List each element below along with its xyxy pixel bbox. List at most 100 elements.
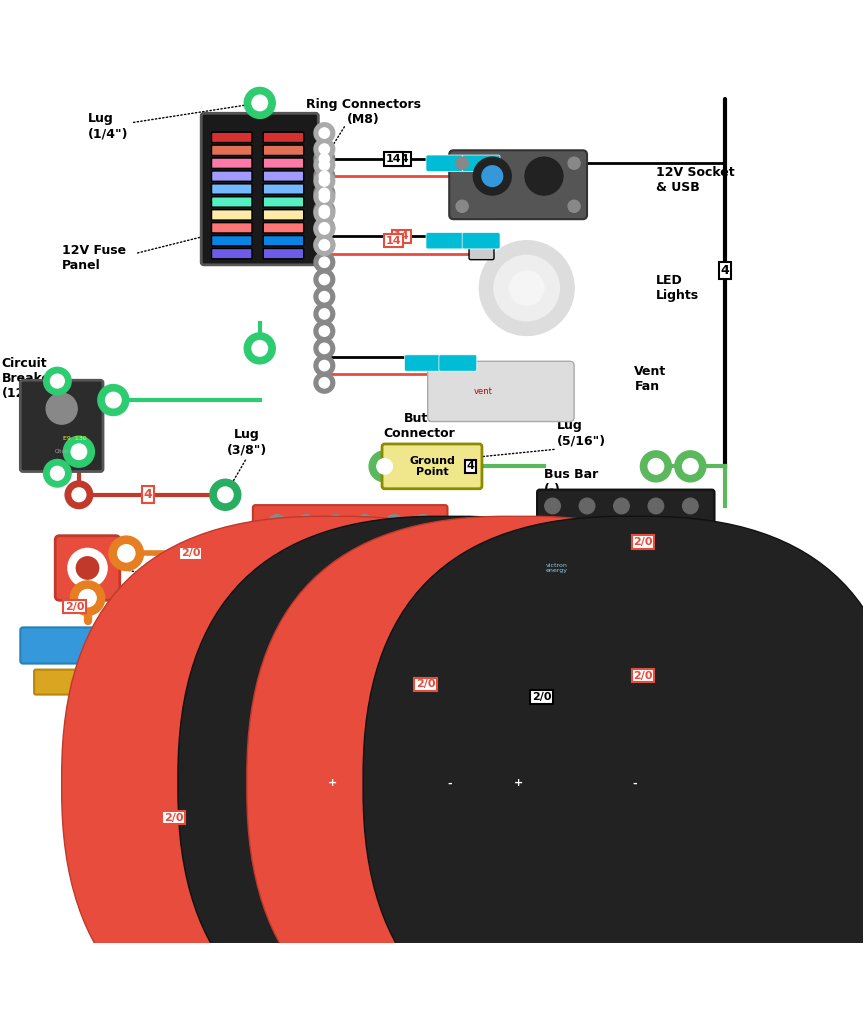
FancyBboxPatch shape bbox=[212, 132, 252, 142]
Circle shape bbox=[473, 157, 511, 195]
Text: LiFePO4: LiFePO4 bbox=[562, 843, 590, 849]
Circle shape bbox=[319, 144, 329, 155]
Text: +: + bbox=[513, 778, 523, 788]
FancyBboxPatch shape bbox=[21, 380, 103, 471]
Text: Lug
(5/16"): Lug (5/16") bbox=[191, 739, 240, 767]
FancyBboxPatch shape bbox=[264, 158, 303, 168]
Circle shape bbox=[564, 627, 584, 647]
FancyBboxPatch shape bbox=[308, 768, 473, 867]
FancyBboxPatch shape bbox=[212, 210, 252, 220]
Circle shape bbox=[319, 360, 329, 371]
Circle shape bbox=[415, 515, 432, 531]
Text: 14: 14 bbox=[385, 236, 401, 246]
Circle shape bbox=[568, 157, 580, 169]
FancyBboxPatch shape bbox=[264, 210, 303, 220]
Circle shape bbox=[525, 157, 563, 195]
Circle shape bbox=[683, 499, 698, 514]
Circle shape bbox=[46, 393, 77, 424]
Circle shape bbox=[319, 208, 329, 218]
Text: Circuit
Breaker
(120A): Circuit Breaker (120A) bbox=[2, 357, 56, 400]
FancyBboxPatch shape bbox=[363, 516, 864, 1024]
Text: +: + bbox=[328, 778, 338, 788]
Circle shape bbox=[319, 176, 329, 186]
Circle shape bbox=[319, 191, 329, 202]
Text: 12.8V 100Ah: 12.8V 100Ah bbox=[365, 826, 419, 836]
Text: Bus Bar
(+): Bus Bar (+) bbox=[376, 528, 430, 556]
Circle shape bbox=[314, 269, 334, 290]
Circle shape bbox=[269, 515, 286, 531]
FancyBboxPatch shape bbox=[212, 197, 252, 207]
Circle shape bbox=[319, 343, 329, 353]
Circle shape bbox=[314, 155, 334, 175]
Circle shape bbox=[314, 138, 334, 160]
Circle shape bbox=[79, 680, 96, 697]
FancyBboxPatch shape bbox=[469, 244, 494, 260]
Text: Leisure Batteries
(Lithium): Leisure Batteries (Lithium) bbox=[527, 896, 647, 924]
Circle shape bbox=[43, 460, 71, 487]
Circle shape bbox=[245, 87, 276, 119]
Circle shape bbox=[319, 160, 329, 170]
FancyBboxPatch shape bbox=[264, 171, 303, 181]
Text: Fuse
(300A): Fuse (300A) bbox=[191, 644, 238, 673]
Circle shape bbox=[314, 252, 334, 272]
Circle shape bbox=[568, 201, 580, 212]
Circle shape bbox=[456, 157, 468, 169]
FancyBboxPatch shape bbox=[494, 768, 658, 867]
FancyBboxPatch shape bbox=[264, 249, 303, 259]
Circle shape bbox=[252, 95, 268, 111]
Text: Ring Connectors
(M8): Ring Connectors (M8) bbox=[306, 97, 421, 126]
Circle shape bbox=[434, 759, 465, 791]
Text: 12V Fuse
Panel: 12V Fuse Panel bbox=[61, 244, 126, 272]
Circle shape bbox=[325, 767, 340, 782]
Circle shape bbox=[511, 767, 526, 782]
Circle shape bbox=[319, 222, 329, 233]
Circle shape bbox=[505, 547, 600, 641]
FancyBboxPatch shape bbox=[426, 155, 464, 171]
FancyBboxPatch shape bbox=[404, 355, 442, 371]
Circle shape bbox=[314, 287, 334, 307]
Text: Lug
(3/8"): Lug (3/8") bbox=[716, 748, 757, 776]
Text: 14: 14 bbox=[394, 231, 410, 242]
Circle shape bbox=[314, 219, 334, 240]
Circle shape bbox=[63, 436, 94, 467]
Circle shape bbox=[218, 487, 233, 503]
FancyBboxPatch shape bbox=[412, 835, 428, 861]
Circle shape bbox=[480, 241, 574, 336]
Text: 2/0: 2/0 bbox=[164, 813, 183, 822]
Circle shape bbox=[314, 166, 334, 186]
FancyBboxPatch shape bbox=[613, 835, 628, 861]
FancyBboxPatch shape bbox=[201, 114, 318, 265]
Text: Lug
(1/4"): Lug (1/4") bbox=[87, 103, 257, 140]
Circle shape bbox=[314, 234, 334, 255]
Circle shape bbox=[494, 255, 560, 321]
FancyBboxPatch shape bbox=[462, 232, 500, 249]
Circle shape bbox=[319, 240, 329, 250]
Circle shape bbox=[621, 572, 638, 590]
Circle shape bbox=[247, 534, 264, 551]
Text: vent: vent bbox=[474, 387, 493, 396]
FancyBboxPatch shape bbox=[439, 355, 477, 371]
Text: 2/0: 2/0 bbox=[416, 679, 435, 689]
FancyBboxPatch shape bbox=[212, 184, 252, 195]
Circle shape bbox=[385, 515, 403, 531]
Text: REDODO: REDODO bbox=[556, 809, 597, 818]
Circle shape bbox=[314, 183, 334, 204]
FancyBboxPatch shape bbox=[253, 505, 448, 542]
Text: 12V Socket
& USB: 12V Socket & USB bbox=[656, 167, 734, 195]
Text: Vent
Fan: Vent Fan bbox=[634, 365, 667, 392]
Circle shape bbox=[579, 499, 594, 514]
Text: 2/0: 2/0 bbox=[633, 538, 652, 547]
Circle shape bbox=[319, 378, 329, 388]
Circle shape bbox=[492, 542, 613, 663]
Circle shape bbox=[356, 515, 373, 531]
Circle shape bbox=[314, 123, 334, 143]
Circle shape bbox=[314, 303, 334, 325]
FancyBboxPatch shape bbox=[264, 132, 303, 142]
FancyBboxPatch shape bbox=[462, 155, 500, 171]
Text: 4: 4 bbox=[143, 488, 152, 502]
Circle shape bbox=[245, 333, 276, 364]
Text: -: - bbox=[632, 778, 637, 788]
Circle shape bbox=[319, 171, 329, 181]
Text: Butt
Connector: Butt Connector bbox=[384, 412, 455, 440]
FancyBboxPatch shape bbox=[247, 516, 790, 1024]
